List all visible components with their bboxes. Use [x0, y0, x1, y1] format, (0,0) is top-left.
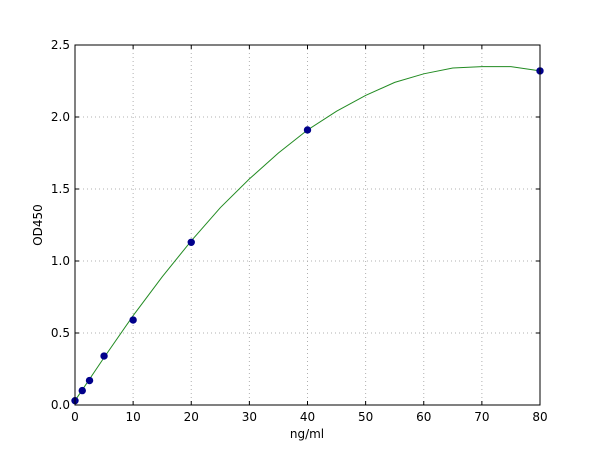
data-point [129, 316, 137, 324]
y-tick-label: 1.5 [51, 182, 70, 196]
tick-labels: 0 10 20 30 40 50 60 70 80 0.0 0.5 1.0 1.5 2.0 2.5 [51, 38, 548, 424]
x-tick-label: 0 [71, 410, 79, 424]
fit-curve [74, 66, 541, 401]
y-tick-label: 1.0 [51, 254, 70, 268]
x-tick-label: 50 [358, 410, 373, 424]
data-point [187, 238, 195, 246]
y-tick-label: 0.0 [51, 398, 70, 412]
x-axis-label: ng/ml [290, 427, 324, 441]
y-tick-label: 2.5 [51, 38, 70, 52]
x-tick-label: 60 [416, 410, 431, 424]
data-point [100, 352, 108, 360]
y-tick-label: 2.0 [51, 110, 70, 124]
data-point [85, 376, 94, 385]
x-tick-label: 70 [474, 410, 489, 424]
x-tick-label: 20 [184, 410, 199, 424]
x-tick-label: 40 [300, 410, 315, 424]
x-tick-label: 80 [532, 410, 547, 424]
data-point [78, 386, 86, 395]
axis-ticks [74, 44, 541, 406]
data-point [303, 126, 312, 134]
x-tick-label: 30 [242, 410, 257, 424]
y-tick-label: 0.5 [51, 326, 70, 340]
y-axis-label: OD450 [31, 204, 45, 246]
x-tick-label: 10 [125, 410, 140, 424]
